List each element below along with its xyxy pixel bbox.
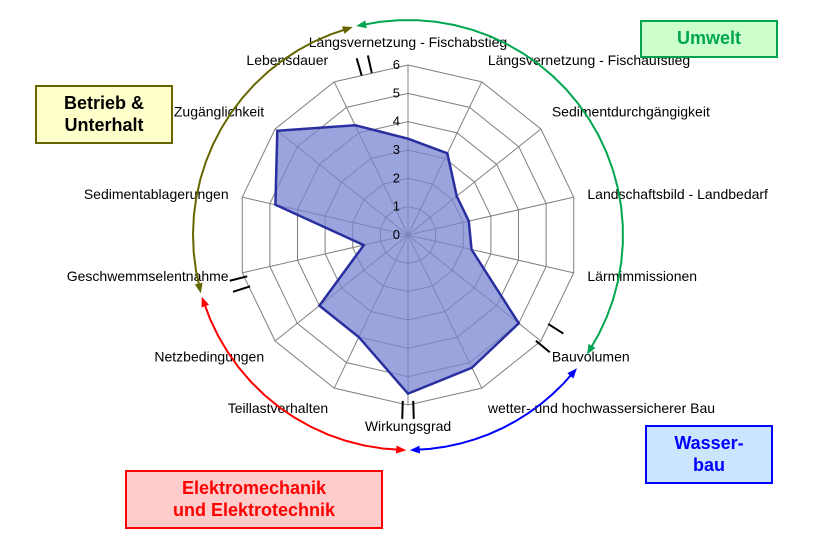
scale-label: 5 bbox=[393, 85, 400, 100]
category-box-wasserbau: Wasser-bau bbox=[645, 425, 773, 484]
scale-label: 4 bbox=[393, 114, 400, 129]
category-tick bbox=[357, 58, 362, 75]
scale-label: 6 bbox=[393, 57, 400, 72]
scale-label: 3 bbox=[393, 142, 400, 157]
category-box-elektro: Elektromechanikund Elektrotechnik bbox=[125, 470, 383, 529]
category-tick bbox=[548, 324, 563, 334]
data-polygon bbox=[275, 125, 518, 393]
axis-label: Geschwemmselentnahme bbox=[67, 268, 229, 284]
axis-label: Bauvolumen bbox=[552, 349, 630, 365]
category-box-betrieb: Betrieb &Unterhalt bbox=[35, 85, 173, 144]
category-tick bbox=[368, 55, 372, 73]
category-tick bbox=[402, 401, 403, 419]
axis-label: Zugänglichkeit bbox=[174, 103, 264, 119]
scale-label: 1 bbox=[393, 199, 400, 214]
axis-label: Wirkungsgrad bbox=[365, 418, 451, 434]
scale-label: 0 bbox=[393, 227, 400, 242]
axis-label: Netzbedingungen bbox=[154, 349, 264, 365]
axis-label: Sedimentdurchgängigkeit bbox=[552, 103, 710, 119]
category-box-umwelt: Umwelt bbox=[640, 20, 778, 58]
axis-label: Lebensdauer bbox=[246, 52, 328, 68]
axis-label: Lärmimmissionen bbox=[587, 268, 697, 284]
scale-label: 2 bbox=[393, 170, 400, 185]
category-tick bbox=[233, 286, 250, 292]
axis-label: wetter- und hochwassersicherer Bau bbox=[487, 400, 715, 416]
axis-label: Sedimentablagerungen bbox=[84, 186, 229, 202]
axis-label: Landschaftsbild - Landbedarf bbox=[587, 186, 768, 202]
category-tick bbox=[536, 341, 550, 352]
axis-label: Teillastverhalten bbox=[228, 400, 328, 416]
category-tick bbox=[413, 401, 414, 419]
axis-label: Längsvernetzung - Fischabstieg bbox=[309, 34, 507, 50]
